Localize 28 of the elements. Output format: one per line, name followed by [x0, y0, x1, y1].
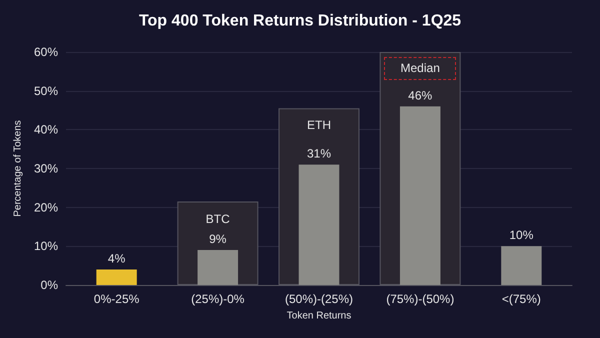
- annotation: BTC: [206, 212, 230, 226]
- annotation: ETH: [307, 118, 331, 132]
- y-tick-label: 20%: [34, 200, 58, 214]
- y-tick-label: 30%: [34, 162, 58, 176]
- x-tick-label: (25%)-0%: [191, 292, 245, 306]
- bar: [298, 164, 340, 285]
- data-label: 9%: [209, 232, 227, 246]
- y-tick-label: 0%: [40, 278, 58, 292]
- x-axis-title: Token Returns: [286, 310, 352, 322]
- x-tick-label: 0%-25%: [94, 292, 140, 306]
- bar: [501, 246, 542, 285]
- x-tick-label: <(75%): [502, 292, 541, 306]
- data-label: 4%: [108, 251, 126, 266]
- bar: [400, 106, 440, 285]
- y-tick-label: 40%: [34, 122, 58, 137]
- y-axis-title: Percentage of Tokens: [12, 120, 24, 217]
- bar: [96, 269, 137, 285]
- x-tick-label: (75%)-(50%): [386, 292, 454, 306]
- y-tick-label: 10%: [34, 239, 58, 254]
- x-tick-label: (50%)-(25%): [284, 292, 354, 306]
- y-tick-label: 50%: [34, 84, 58, 98]
- chart-title: Top 400 Token Returns Distribution - 1Q25: [138, 12, 462, 30]
- annotation: Median: [400, 61, 440, 75]
- data-label: 10%: [509, 228, 534, 242]
- bar: [198, 250, 238, 285]
- y-tick-label: 60%: [34, 45, 58, 59]
- data-label: 46%: [408, 88, 433, 102]
- data-label: 31%: [306, 146, 332, 161]
